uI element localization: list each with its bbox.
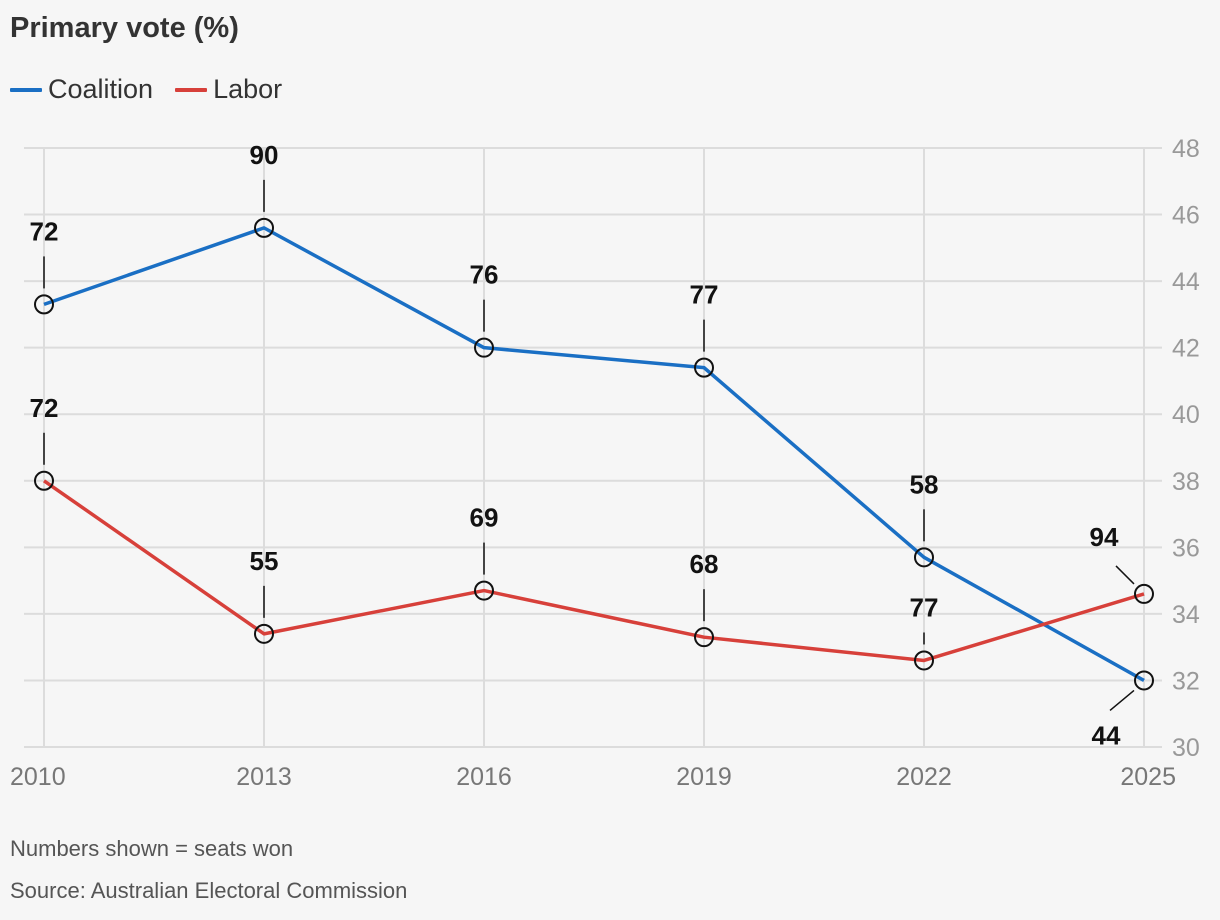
coalition-seats-label: 76 <box>470 260 499 290</box>
legend-item-labor: Labor <box>175 74 282 105</box>
coalition-seats-label: 90 <box>250 140 279 170</box>
x-tick-label: 2010 <box>10 763 66 791</box>
chart-source: Source: Australian Electoral Commission <box>10 878 408 903</box>
y-tick-label: 38 <box>1172 468 1200 496</box>
y-tick-label: 46 <box>1172 202 1200 230</box>
x-tick-label: 2016 <box>456 763 512 791</box>
y-tick-label: 32 <box>1172 667 1200 695</box>
coalition-seats-label: 44 <box>1092 720 1121 750</box>
labor-data-point <box>1134 583 1154 604</box>
legend-swatch-coalition <box>10 87 42 92</box>
y-tick-label: 40 <box>1172 401 1200 429</box>
legend-item-coalition: Coalition <box>10 74 153 105</box>
coalition-data-point <box>474 337 494 358</box>
coalition-data-point <box>1134 670 1154 691</box>
coalition-series-line <box>43 226 1145 682</box>
coalition-data-point <box>34 294 54 315</box>
labor-seats-label: 94 <box>1090 522 1119 552</box>
labor-series-line <box>43 479 1145 663</box>
labor-seats-label: 69 <box>470 503 499 533</box>
labor-data-point <box>474 580 494 601</box>
coalition-seats-label: 77 <box>690 280 719 310</box>
coalition-label-leader <box>1109 689 1135 712</box>
labor-data-point <box>254 623 274 644</box>
y-tick-label: 44 <box>1172 268 1200 296</box>
coalition-data-point <box>694 357 714 378</box>
x-tick-label: 2025 <box>1120 763 1176 791</box>
y-tick-label: 42 <box>1172 335 1200 363</box>
y-tick-label: 48 <box>1172 135 1200 163</box>
labor-data-point <box>34 470 54 491</box>
legend-label-coalition: Coalition <box>48 74 154 104</box>
labor-data-point <box>914 650 934 671</box>
chart-title: Primary vote (%) <box>10 12 239 44</box>
x-tick-label: 2019 <box>676 763 732 791</box>
legend-swatch-labor <box>175 87 208 92</box>
coalition-data-point <box>254 217 274 238</box>
labor-seats-label: 77 <box>910 592 939 622</box>
coalition-seats-label: 58 <box>910 469 939 499</box>
coalition-data-point <box>914 547 934 568</box>
legend: Coalition Labor <box>10 74 304 105</box>
labor-data-point <box>694 627 714 648</box>
coalition-seats-label: 72 <box>30 216 59 246</box>
x-tick-label: 2022 <box>896 763 952 791</box>
labor-seats-label: 68 <box>690 549 719 579</box>
y-tick-label: 30 <box>1172 734 1200 762</box>
chart-note: Numbers shown = seats won <box>10 836 294 861</box>
labor-seats-label: 55 <box>250 546 279 576</box>
x-tick-label: 2013 <box>236 763 292 791</box>
line-chart: 30 32 34 36 38 40 42 44 46 48 2010 2013 2016 2019 2022… <box>10 135 1200 791</box>
legend-label-labor: Labor <box>213 74 283 104</box>
y-tick-label: 36 <box>1172 534 1200 562</box>
labor-label-leader <box>1115 565 1135 585</box>
labor-seats-label: 72 <box>30 393 59 423</box>
y-tick-label: 34 <box>1172 601 1200 629</box>
